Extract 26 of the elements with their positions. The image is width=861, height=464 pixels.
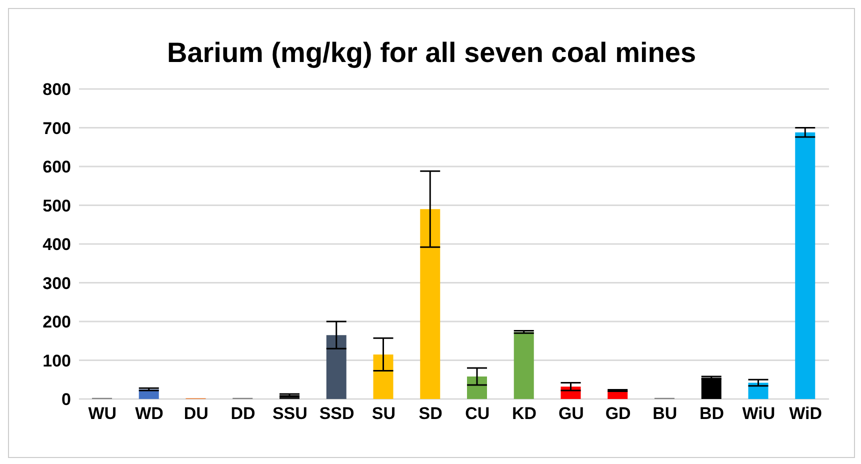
x-tick-label: GD: [605, 404, 631, 424]
x-tick-label: SSD: [319, 404, 354, 424]
x-tick-label: KD: [512, 404, 537, 424]
x-tick-label: DD: [230, 404, 256, 424]
y-tick-label: 600: [42, 158, 71, 177]
y-tick-label: 500: [42, 196, 71, 216]
x-tick-label: WiD: [789, 404, 822, 424]
chart-title: Barium (mg/kg) for all seven coal mines: [166, 37, 698, 69]
y-tick-label: 700: [42, 118, 71, 138]
x-tick-label: SSU: [272, 404, 308, 424]
x-tick-label: CU: [465, 404, 490, 424]
x-tick-label: SD: [418, 404, 442, 424]
y-tick-label: 200: [42, 312, 71, 332]
y-tick-label: 0: [62, 390, 71, 410]
x-tick-label: SU: [372, 404, 396, 424]
x-tick-label: DU: [184, 404, 208, 424]
x-tick-label: GU: [558, 404, 584, 424]
x-tick-label: BD: [700, 404, 724, 424]
x-tick-label: BU: [652, 404, 678, 424]
x-tick-label: WiU: [742, 404, 776, 424]
y-tick-label: 800: [42, 80, 71, 100]
y-tick-label: 100: [42, 351, 71, 370]
x-tick-label: WD: [135, 404, 164, 424]
y-tick-label: 400: [42, 235, 71, 254]
y-tick-label: 300: [42, 274, 71, 293]
x-tick-label: WU: [88, 404, 117, 424]
